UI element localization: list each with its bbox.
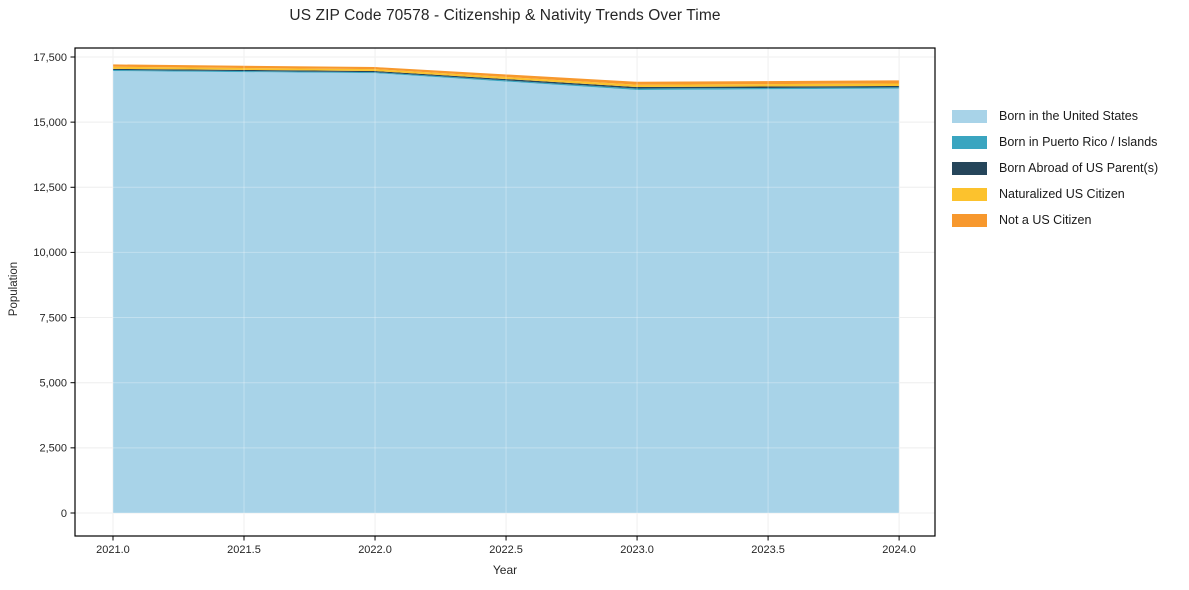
legend: Born in the United States Born in Puerto…	[952, 103, 1158, 233]
y-tick-label: 17,500	[33, 52, 67, 64]
y-tick-label: 5,000	[39, 378, 67, 390]
x-axis-label: Year	[492, 563, 518, 577]
area-series	[112, 71, 900, 513]
legend-swatch-born-abroad	[952, 161, 987, 175]
y-tick-label: 7,500	[39, 312, 67, 324]
legend-item: Born in the United States	[952, 103, 1158, 129]
area-series	[112, 70, 900, 90]
legend-label: Born in the United States	[999, 109, 1138, 123]
x-tick-label: 2022.0	[358, 544, 392, 556]
y-tick-label: 15,000	[33, 117, 67, 129]
area-series	[112, 68, 900, 89]
x-tick-label: 2022.5	[489, 544, 523, 556]
plot-border	[74, 47, 936, 537]
y-tick-label: 0	[61, 508, 67, 520]
legend-swatch-born-us	[952, 109, 987, 123]
y-tick-label: 10,000	[33, 247, 67, 259]
y-tick-label: 2,500	[39, 443, 67, 455]
x-tick-label: 2023.5	[751, 544, 785, 556]
y-axis-label: Population	[8, 261, 20, 317]
legend-label: Born Abroad of US Parent(s)	[999, 161, 1159, 175]
legend-swatch-naturalized	[952, 187, 987, 201]
legend-item: Not a US Citizen	[952, 207, 1158, 233]
legend-label: Naturalized US Citizen	[999, 187, 1125, 201]
x-tick-label: 2023.0	[620, 544, 654, 556]
y-tick-label: 12,500	[33, 182, 67, 194]
legend-label: Born in Puerto Rico / Islands	[999, 135, 1158, 149]
legend-item: Born in Puerto Rico / Islands	[952, 129, 1158, 155]
x-tick-label: 2021.5	[227, 544, 261, 556]
area-series	[112, 64, 900, 85]
x-tick-label: 2021.0	[96, 544, 130, 556]
legend-swatch-puerto-rico	[952, 135, 987, 149]
legend-swatch-not-citizen	[952, 213, 987, 227]
legend-item: Born Abroad of US Parent(s)	[952, 155, 1158, 181]
x-tick-label: 2024.0	[882, 544, 916, 556]
legend-item: Naturalized US Citizen	[952, 181, 1158, 207]
chart-title: US ZIP Code 70578 - Citizenship & Nativi…	[289, 7, 721, 24]
legend-label: Not a US Citizen	[999, 213, 1092, 227]
area-series	[112, 66, 900, 88]
